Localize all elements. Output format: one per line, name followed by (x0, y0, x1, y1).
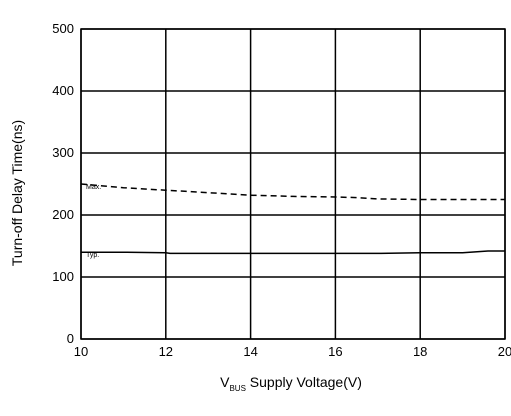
y-tick-label: 400 (52, 83, 74, 98)
y-tick-label: 100 (52, 269, 74, 284)
x-tick-label: 14 (243, 344, 257, 359)
x-tick-label: 20 (498, 344, 511, 359)
x-tick-label: 10 (74, 344, 88, 359)
series-line-max (80, 183, 505, 201)
series-line-typ (81, 250, 505, 255)
x-axis-title: VBUS Supply Voltage(V) (220, 374, 362, 393)
y-tick-label: 300 (52, 145, 74, 160)
grid-layer (80, 28, 506, 340)
plot-frame (80, 28, 506, 340)
series-layer (80, 183, 505, 255)
x-axis-title-subscript: BUS (229, 384, 245, 393)
y-tick-label: 200 (52, 207, 74, 222)
x-axis-title-rest: Supply Voltage(V) (246, 374, 362, 390)
y-tick-label: 0 (67, 331, 74, 346)
x-tick-label: 12 (159, 344, 173, 359)
x-axis-title-prefix: V (220, 374, 230, 390)
y-tick-label: 500 (52, 21, 74, 36)
series-label: Typ. (86, 252, 99, 259)
series-label: Max. (86, 184, 101, 191)
x-tick-label: 16 (328, 344, 342, 359)
y-axis-title: Turn-off Delay Time(ns) (9, 120, 25, 266)
x-tick-label: 18 (413, 344, 427, 359)
